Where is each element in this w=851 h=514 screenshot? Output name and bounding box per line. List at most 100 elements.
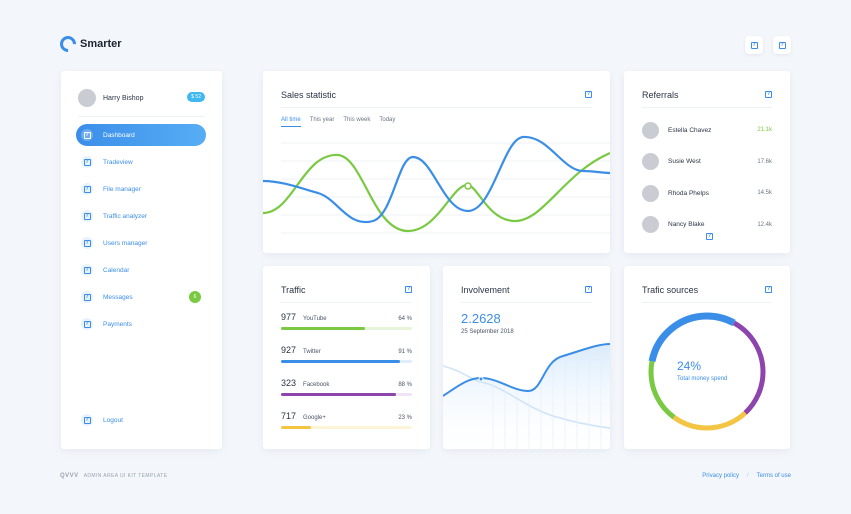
sidebar-item-calendar[interactable]: ? Calendar (76, 259, 206, 281)
sidebar-item-file-manager[interactable]: ? File manager (76, 178, 206, 200)
highlight-point (464, 182, 472, 190)
secondary-line (443, 365, 610, 429)
sidebar-item-label: Calendar (103, 266, 130, 274)
avatar (642, 184, 659, 202)
help-icon[interactable]: ? (765, 286, 772, 293)
list-item[interactable]: Nancy Blake 12.4k (642, 216, 772, 234)
sidebar-item-messages[interactable]: ? Messages 6 (76, 286, 206, 308)
traffic-source: YouTube (303, 316, 327, 322)
card-title: Referrals (642, 90, 679, 100)
period-tabs: All time This year This week Today (281, 117, 395, 127)
sidebar-item-tradeview[interactable]: ? Tradeview (76, 151, 206, 173)
tab-all-time[interactable]: All time (281, 117, 301, 127)
involvement-card: Involvement ? 2.2628 25 September 2018 (443, 266, 610, 449)
list-item: 717 Google+ 23 % (281, 411, 412, 444)
referral-name: Susie West (668, 158, 701, 165)
tab-this-year[interactable]: This year (309, 117, 335, 123)
donut-segment (647, 312, 767, 432)
vertical-gridlines (492, 345, 602, 449)
traffic-percent: 88 % (398, 382, 412, 388)
divider (281, 302, 412, 303)
footer-brand: QVVV ADMIN AREA UI KIT TEMPLATE (60, 473, 167, 479)
chart-gridlines (281, 142, 610, 234)
privacy-policy-link[interactable]: Privacy policy (702, 473, 739, 479)
traffic-count: 323 (281, 378, 297, 388)
balance-badge: $ 52 (187, 92, 205, 102)
messages-count-badge: 6 (189, 291, 201, 303)
list-item[interactable]: Estella Chavez 21.1k (642, 121, 772, 139)
referral-value: 17.6k (757, 158, 772, 165)
help-icon: ? (778, 41, 786, 49)
user-profile[interactable]: Harry Bishop (78, 89, 143, 107)
tradeview-icon: ? (83, 158, 91, 166)
terms-of-use-link[interactable]: Terms of use (756, 473, 791, 479)
sidebar-item-dashboard[interactable]: ? Dashboard (76, 124, 206, 146)
help-icon[interactable]: ? (405, 286, 412, 293)
referrals-card: Referrals ? Estella Chavez 21.1k Susie W… (624, 71, 790, 253)
traffic-percent: 23 % (398, 415, 412, 421)
header-action-button-2[interactable]: ? (773, 36, 791, 54)
logout-icon: ? (83, 416, 91, 424)
main-line (443, 343, 610, 397)
sidebar-item-payments[interactable]: ? Payments (76, 313, 206, 335)
help-icon: ? (750, 41, 758, 49)
header-action-button-1[interactable]: ? (745, 36, 763, 54)
tab-this-week[interactable]: This week (343, 117, 371, 123)
traffic-analyzer-icon: ? (83, 212, 91, 220)
traffic-percent: 91 % (398, 349, 412, 355)
dashboard-icon: ? (83, 131, 91, 139)
footer-links: Privacy policy / Terms of use (702, 473, 791, 479)
traffic-sources-card: Trafic sources ? 24% Total money spend (624, 266, 790, 449)
series-line-blue (263, 135, 610, 224)
footer-logo: QVVV (60, 473, 79, 479)
avatar (642, 153, 659, 170)
traffic-count: 927 (281, 345, 297, 355)
messages-icon: ? (83, 293, 91, 301)
sidebar-item-label: File manager (103, 185, 141, 193)
sidebar-item-traffic-analyzer[interactable]: ? Traffic analyzer (76, 205, 206, 227)
logout-button[interactable]: ? Logout (81, 414, 123, 426)
area-fill (443, 344, 610, 449)
referral-value: 12.4k (757, 221, 772, 228)
referral-name: Nancy Blake (668, 221, 705, 228)
users-manager-icon: ? (83, 239, 91, 247)
sidebar: Harry Bishop $ 52 ? Dashboard ? Tradevie… (61, 71, 222, 449)
referral-value: 21.1k (757, 127, 772, 133)
sales-line-chart (263, 135, 610, 234)
help-icon[interactable]: ? (585, 286, 592, 293)
tab-today[interactable]: Today (379, 117, 396, 123)
divider (78, 116, 205, 117)
progress-bar (281, 393, 412, 396)
sidebar-item-users-manager[interactable]: ? Users manager (76, 232, 206, 254)
sidebar-nav: ? Dashboard ? Tradeview ? File manager ?… (76, 124, 206, 340)
traffic-sources-donut (647, 312, 767, 432)
donut-label: Total money spend (677, 376, 728, 382)
help-icon[interactable]: ? (765, 91, 772, 98)
traffic-count: 977 (281, 312, 297, 322)
traffic-card: Traffic ? 977 YouTube 64 % 927 Twitter 9… (263, 266, 430, 449)
traffic-list: 977 YouTube 64 % 927 Twitter 91 % 323 Fa… (281, 312, 412, 444)
divider (642, 107, 772, 108)
progress-fill (281, 360, 401, 363)
footer-tagline: ADMIN AREA UI KIT TEMPLATE (83, 473, 168, 479)
avatar (78, 89, 96, 107)
calendar-icon: ? (83, 266, 91, 274)
sidebar-item-label: Tradeview (103, 158, 133, 166)
logo-icon (56, 32, 80, 56)
more-icon[interactable]: ? (706, 233, 713, 240)
involvement-area-chart (443, 343, 610, 449)
involvement-date: 25 September 2018 (461, 329, 514, 335)
list-item[interactable]: Susie West 17.6k (642, 153, 772, 171)
referrals-list: Estella Chavez 21.1k Susie West 17.6k Rh… (642, 121, 772, 247)
logo-text: Smarter (80, 38, 122, 50)
traffic-source: Twitter (303, 349, 321, 355)
sales-statistic-card: Sales statistic ? All time This year Thi… (263, 71, 610, 253)
sidebar-item-label: Messages (103, 293, 133, 301)
logo[interactable]: Smarter (56, 32, 122, 56)
card-title: Sales statistic (281, 90, 337, 100)
series-line-green (263, 151, 610, 233)
help-icon[interactable]: ? (585, 91, 592, 98)
sidebar-item-label: Traffic analyzer (103, 212, 148, 220)
file-manager-icon: ? (83, 185, 91, 193)
list-item[interactable]: Rhoda Phelps 14.5k (642, 184, 772, 202)
